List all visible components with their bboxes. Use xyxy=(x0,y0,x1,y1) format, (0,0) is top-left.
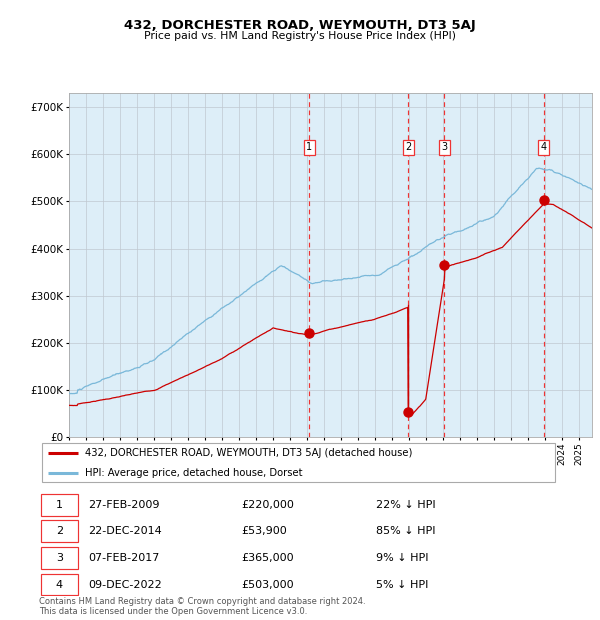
Text: £53,900: £53,900 xyxy=(241,526,287,536)
Text: 1: 1 xyxy=(56,500,63,510)
Text: £220,000: £220,000 xyxy=(241,500,294,510)
Text: Price paid vs. HM Land Registry's House Price Index (HPI): Price paid vs. HM Land Registry's House … xyxy=(144,31,456,41)
Text: This data is licensed under the Open Government Licence v3.0.: This data is licensed under the Open Gov… xyxy=(39,607,307,616)
Text: 4: 4 xyxy=(56,580,63,590)
Text: Contains HM Land Registry data © Crown copyright and database right 2024.: Contains HM Land Registry data © Crown c… xyxy=(39,597,365,606)
Text: 22% ↓ HPI: 22% ↓ HPI xyxy=(376,500,436,510)
Text: 2: 2 xyxy=(405,142,412,152)
Text: 09-DEC-2022: 09-DEC-2022 xyxy=(88,580,162,590)
FancyBboxPatch shape xyxy=(41,547,78,569)
Text: 432, DORCHESTER ROAD, WEYMOUTH, DT3 5AJ: 432, DORCHESTER ROAD, WEYMOUTH, DT3 5AJ xyxy=(124,19,476,32)
Text: 85% ↓ HPI: 85% ↓ HPI xyxy=(376,526,436,536)
Text: 4: 4 xyxy=(541,142,547,152)
Text: 3: 3 xyxy=(56,553,63,563)
Text: 5% ↓ HPI: 5% ↓ HPI xyxy=(376,580,429,590)
Text: 432, DORCHESTER ROAD, WEYMOUTH, DT3 5AJ (detached house): 432, DORCHESTER ROAD, WEYMOUTH, DT3 5AJ … xyxy=(85,448,412,458)
FancyBboxPatch shape xyxy=(41,443,556,482)
Text: £365,000: £365,000 xyxy=(241,553,294,563)
Text: 07-FEB-2017: 07-FEB-2017 xyxy=(88,553,160,563)
Text: HPI: Average price, detached house, Dorset: HPI: Average price, detached house, Dors… xyxy=(85,467,302,477)
FancyBboxPatch shape xyxy=(41,521,78,542)
Text: 1: 1 xyxy=(307,142,313,152)
FancyBboxPatch shape xyxy=(41,574,78,595)
Text: 3: 3 xyxy=(442,142,448,152)
Text: 27-FEB-2009: 27-FEB-2009 xyxy=(88,500,160,510)
FancyBboxPatch shape xyxy=(41,494,78,516)
Text: 22-DEC-2014: 22-DEC-2014 xyxy=(88,526,162,536)
Text: 2: 2 xyxy=(56,526,63,536)
Text: £503,000: £503,000 xyxy=(241,580,294,590)
Text: 9% ↓ HPI: 9% ↓ HPI xyxy=(376,553,429,563)
